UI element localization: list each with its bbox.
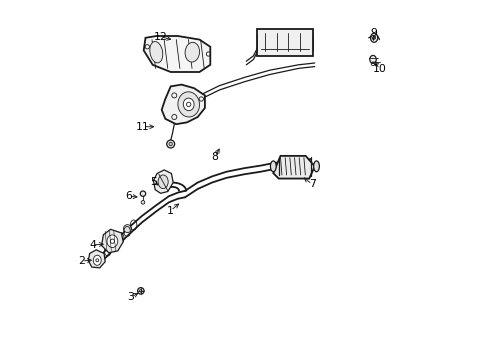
Ellipse shape — [93, 255, 101, 265]
Ellipse shape — [183, 98, 194, 111]
Polygon shape — [162, 85, 204, 124]
Text: 3: 3 — [127, 292, 134, 302]
Ellipse shape — [123, 225, 131, 233]
Ellipse shape — [107, 235, 118, 248]
Polygon shape — [143, 36, 210, 72]
Text: 5: 5 — [150, 177, 157, 187]
Text: 9: 9 — [369, 28, 376, 38]
FancyBboxPatch shape — [257, 29, 312, 56]
Text: 6: 6 — [125, 191, 132, 201]
Polygon shape — [153, 170, 173, 193]
Ellipse shape — [140, 191, 145, 196]
Ellipse shape — [113, 234, 121, 242]
Ellipse shape — [137, 288, 144, 294]
Ellipse shape — [313, 161, 319, 172]
Ellipse shape — [178, 92, 199, 117]
Ellipse shape — [370, 33, 377, 42]
Ellipse shape — [183, 104, 190, 111]
Polygon shape — [88, 250, 105, 268]
Text: 8: 8 — [211, 152, 218, 162]
Ellipse shape — [158, 175, 168, 189]
Ellipse shape — [149, 41, 163, 63]
Text: 12: 12 — [154, 32, 167, 42]
Text: 11: 11 — [136, 122, 149, 132]
Text: 2: 2 — [78, 256, 85, 266]
Polygon shape — [273, 156, 314, 179]
Polygon shape — [102, 229, 123, 253]
Ellipse shape — [184, 42, 199, 62]
Ellipse shape — [141, 201, 144, 204]
Ellipse shape — [270, 161, 276, 172]
Text: 1: 1 — [167, 206, 174, 216]
Text: 7: 7 — [308, 179, 315, 189]
Ellipse shape — [369, 55, 375, 63]
Text: 10: 10 — [372, 64, 386, 74]
Text: 4: 4 — [89, 240, 96, 250]
Ellipse shape — [166, 140, 174, 148]
